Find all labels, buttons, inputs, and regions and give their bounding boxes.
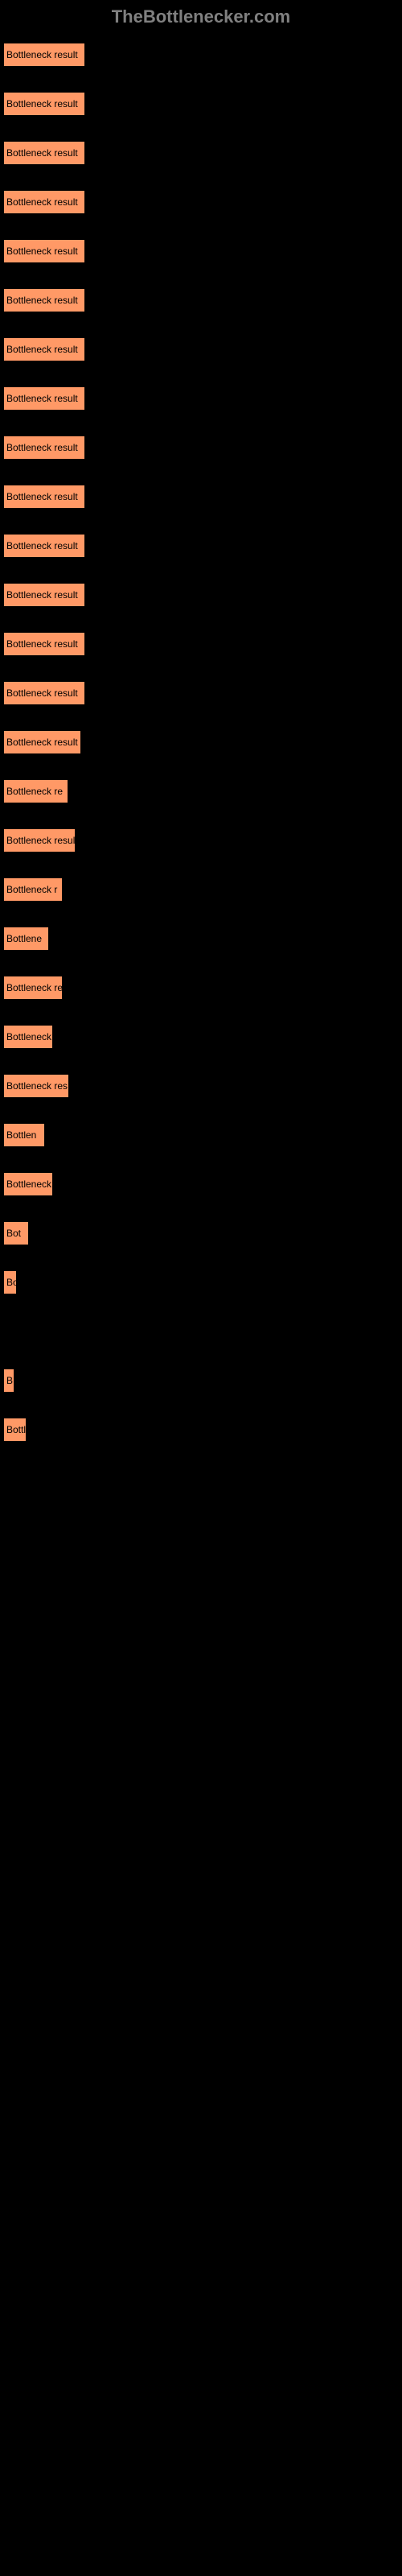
bar-row: Bottle: [4, 1418, 398, 1441]
bar-row: Bottleneck result: [4, 289, 398, 312]
bar-row: Bottleneck: [4, 1026, 398, 1048]
bar-item: Bottleneck result: [4, 338, 84, 361]
bar-item: Bottleneck r: [4, 878, 62, 901]
bar-row: Bottleneck result: [4, 387, 398, 410]
bar-row: Bottleneck result: [4, 191, 398, 213]
bar-item: Bottleneck resul: [4, 829, 75, 852]
bar-item: Bo: [4, 1271, 16, 1294]
bar-item: Bottleneck result: [4, 584, 84, 606]
bar-row: Bo: [4, 1271, 398, 1294]
bar-row: Bottleneck result: [4, 338, 398, 361]
bar-item: Bottlen: [4, 1124, 44, 1146]
bar-row: Bottleneck: [4, 1173, 398, 1195]
bar-item: Bottleneck result: [4, 240, 84, 262]
bar-row: Bottleneck result: [4, 584, 398, 606]
bar-item: Bottleneck result: [4, 535, 84, 557]
bar-row: Bottleneck result: [4, 535, 398, 557]
bar-row: Bottleneck result: [4, 142, 398, 164]
bar-row: Bottleneck result: [4, 240, 398, 262]
bar-item: Bottleneck res: [4, 1075, 68, 1097]
bar-row: Bottleneck result: [4, 43, 398, 66]
bar-item: Bottleneck re: [4, 976, 62, 999]
bar-item: Bottleneck: [4, 1173, 52, 1195]
bar-item: Bottleneck result: [4, 633, 84, 655]
bar-item: Bottleneck result: [4, 682, 84, 704]
bar-item: B: [4, 1369, 14, 1392]
bar-row: [4, 1320, 398, 1369]
bar-row: B: [4, 1369, 398, 1392]
bar-row: Bottleneck re: [4, 976, 398, 999]
bar-item: Bottleneck: [4, 1026, 52, 1048]
bar-item: Bottle: [4, 1418, 26, 1441]
bar-row: Bottleneck result: [4, 633, 398, 655]
bar-item: Bottleneck result: [4, 485, 84, 508]
bar-item: Bottleneck result: [4, 43, 84, 66]
bar-row: Bot: [4, 1222, 398, 1245]
site-header: TheBottlenecker.com: [0, 0, 402, 43]
header-title: TheBottlenecker.com: [112, 6, 291, 27]
bar-row: Bottleneck result: [4, 731, 398, 753]
bar-item: Bottlene: [4, 927, 48, 950]
bar-item: Bottleneck result: [4, 731, 80, 753]
bar-item: Bot: [4, 1222, 28, 1245]
bar-item: Bottleneck re: [4, 780, 68, 803]
bar-row: Bottleneck result: [4, 93, 398, 115]
bar-row: Bottleneck result: [4, 436, 398, 459]
bar-item: Bottleneck result: [4, 436, 84, 459]
bar-item: Bottleneck result: [4, 191, 84, 213]
bar-row: Bottleneck result: [4, 485, 398, 508]
bar-row: Bottleneck re: [4, 780, 398, 803]
bar-row: Bottlen: [4, 1124, 398, 1146]
bar-row: Bottleneck r: [4, 878, 398, 901]
bar-item: Bottleneck result: [4, 142, 84, 164]
bar-item: Bottleneck result: [4, 93, 84, 115]
bar-chart: Bottleneck result Bottleneck result Bottle…: [0, 43, 402, 1441]
bar-row: Bottleneck resul: [4, 829, 398, 852]
bar-row: Bottleneck res: [4, 1075, 398, 1097]
bar-item: Bottleneck result: [4, 387, 84, 410]
bar-item: Bottleneck result: [4, 289, 84, 312]
bar-row: Bottleneck result: [4, 682, 398, 704]
bar-row: Bottlene: [4, 927, 398, 950]
